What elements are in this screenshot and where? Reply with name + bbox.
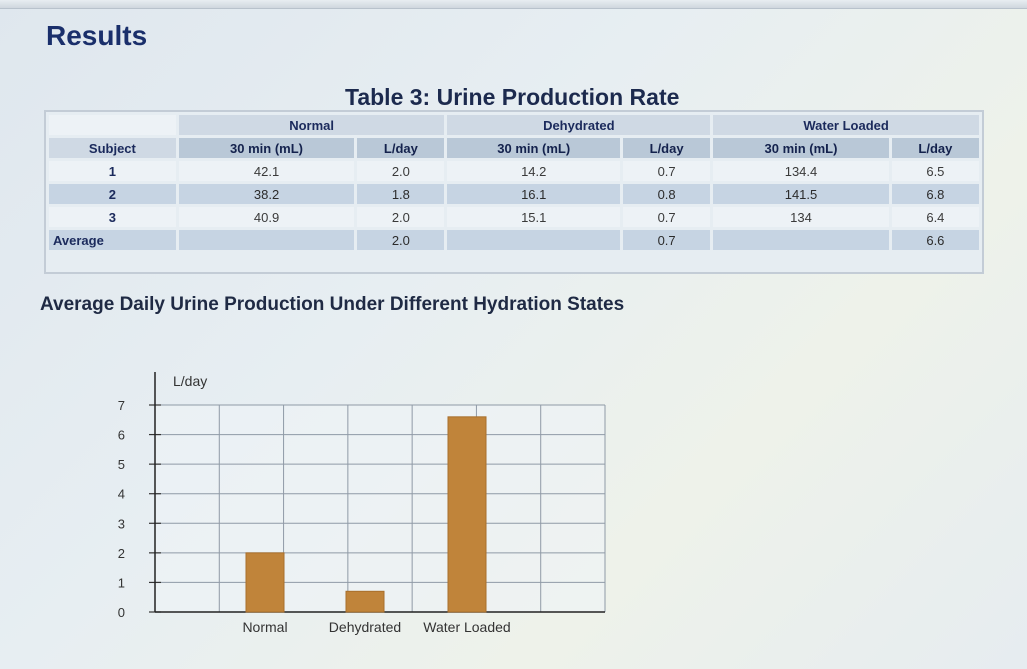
normal-lday-header: L/day xyxy=(357,138,445,158)
bar-chart: 0 1 2 3 4 5 6 7 L/day Normal Dehydrated Water Loade… xyxy=(118,372,606,635)
urine-production-table: Normal Dehydrated Water Loaded Subject 3… xyxy=(44,110,984,274)
water-lday-cell: 6.8 xyxy=(891,184,979,204)
y-tick-label: 4 xyxy=(118,487,125,502)
subject-cell: 2 xyxy=(49,184,176,204)
dehyd-ml-header: 30 min (mL) xyxy=(447,138,621,158)
y-tick-label: 7 xyxy=(118,398,125,413)
water-ml-header: 30 min (mL) xyxy=(713,138,889,158)
water-ml-cell: 134 xyxy=(713,207,889,227)
rate-table: Normal Dehydrated Water Loaded Subject 3… xyxy=(46,112,982,253)
y-tick-label: 3 xyxy=(118,516,125,531)
average-label: Average xyxy=(49,230,176,250)
x-category-label: Water Loaded xyxy=(423,619,510,635)
dehyd-lday-cell: 0.7 xyxy=(623,161,711,181)
table-row: 1 42.1 2.0 14.2 0.7 134.4 6.5 xyxy=(49,161,979,181)
water-lday-header: L/day xyxy=(891,138,979,158)
table-caption: Table 3: Urine Production Rate xyxy=(345,84,680,110)
group-header-dehydrated: Dehydrated xyxy=(447,115,711,135)
subject-cell: 3 xyxy=(49,207,176,227)
bar-water-loaded xyxy=(447,416,487,613)
y-axis-unit-label: L/day xyxy=(173,373,207,389)
normal-ml-cell: 42.1 xyxy=(178,161,355,181)
group-header-water-loaded: Water Loaded xyxy=(713,115,979,135)
normal-ml-avg-cell xyxy=(178,230,355,250)
chart-title: Average Daily Urine Production Under Dif… xyxy=(40,294,625,315)
normal-lday-avg-cell: 2.0 xyxy=(357,230,445,250)
normal-lday-cell: 2.0 xyxy=(357,207,445,227)
normal-ml-header: 30 min (mL) xyxy=(178,138,355,158)
dehyd-lday-cell: 0.7 xyxy=(623,207,711,227)
corner-cell xyxy=(49,115,176,135)
y-tick-label: 5 xyxy=(118,457,125,472)
dehyd-lday-avg-cell: 0.7 xyxy=(623,230,711,250)
page-title: Results xyxy=(46,20,148,51)
bar-normal xyxy=(245,552,285,613)
normal-ml-cell: 40.9 xyxy=(178,207,355,227)
dehyd-ml-cell: 14.2 xyxy=(447,161,621,181)
dehyd-ml-cell: 15.1 xyxy=(447,207,621,227)
y-tick-label: 0 xyxy=(118,605,125,620)
top-border xyxy=(0,0,1027,9)
x-category-label: Normal xyxy=(242,619,287,635)
plot-area xyxy=(155,405,605,612)
water-ml-cell: 141.5 xyxy=(713,184,889,204)
bar-dehydrated xyxy=(345,590,385,613)
group-header-normal: Normal xyxy=(178,115,445,135)
dehyd-lday-header: L/day xyxy=(623,138,711,158)
y-tick-label: 1 xyxy=(118,575,125,590)
dehyd-lday-cell: 0.8 xyxy=(623,184,711,204)
dehyd-ml-cell: 16.1 xyxy=(447,184,621,204)
sub-header-row: Subject 30 min (mL) L/day 30 min (mL) L/… xyxy=(49,138,979,158)
normal-lday-cell: 2.0 xyxy=(357,161,445,181)
average-row: Average 2.0 0.7 6.6 xyxy=(49,230,979,250)
table-row: 3 40.9 2.0 15.1 0.7 134 6.4 xyxy=(49,207,979,227)
dehyd-ml-avg-cell xyxy=(447,230,621,250)
table-row: 2 38.2 1.8 16.1 0.8 141.5 6.8 xyxy=(49,184,979,204)
y-tick-label: 2 xyxy=(118,546,125,561)
y-tick-label: 6 xyxy=(118,428,125,443)
subject-cell: 1 xyxy=(49,161,176,181)
water-ml-cell: 134.4 xyxy=(713,161,889,181)
normal-ml-cell: 38.2 xyxy=(178,184,355,204)
water-ml-avg-cell xyxy=(713,230,889,250)
subject-header: Subject xyxy=(49,138,176,158)
water-lday-cell: 6.5 xyxy=(891,161,979,181)
x-category-label: Dehydrated xyxy=(329,619,401,635)
normal-lday-cell: 1.8 xyxy=(357,184,445,204)
group-header-row: Normal Dehydrated Water Loaded xyxy=(49,115,979,135)
water-lday-avg-cell: 6.6 xyxy=(891,230,979,250)
water-lday-cell: 6.4 xyxy=(891,207,979,227)
